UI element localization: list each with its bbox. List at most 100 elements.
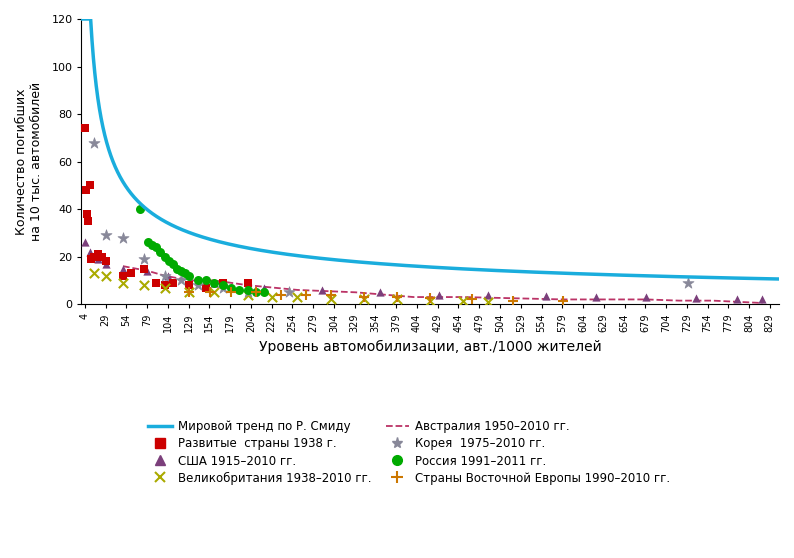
Point	[391, 295, 403, 304]
Point	[258, 288, 271, 297]
Point	[92, 250, 105, 259]
Point	[154, 247, 167, 256]
Point	[424, 294, 437, 302]
Point	[96, 252, 109, 261]
Point	[241, 288, 254, 297]
Point	[507, 296, 519, 305]
Point	[681, 278, 694, 287]
Point	[424, 296, 437, 305]
Point	[374, 288, 387, 297]
Point	[258, 283, 271, 292]
Point	[175, 267, 187, 276]
Point	[146, 240, 159, 249]
Point	[100, 271, 113, 280]
Point	[204, 288, 217, 297]
Point	[81, 209, 94, 218]
Point	[291, 292, 304, 301]
Point	[125, 269, 137, 278]
Point	[117, 271, 129, 280]
Point	[324, 290, 337, 299]
Point	[162, 257, 175, 266]
Point	[79, 186, 92, 195]
Point	[756, 295, 769, 304]
Point	[87, 252, 100, 261]
Point	[82, 217, 94, 225]
Point	[208, 278, 221, 287]
Point	[225, 283, 237, 292]
Point	[183, 271, 196, 280]
Point	[208, 278, 221, 287]
Point	[316, 286, 329, 295]
Point	[233, 286, 245, 295]
Point	[167, 278, 179, 287]
Point	[690, 294, 703, 302]
Point	[299, 290, 312, 299]
Point	[150, 278, 163, 287]
Point	[137, 264, 150, 273]
Point	[137, 281, 150, 290]
Point	[241, 290, 254, 299]
Point	[191, 281, 204, 290]
Point	[249, 288, 262, 297]
Point	[199, 283, 212, 292]
Point	[357, 295, 370, 304]
Point	[141, 267, 153, 276]
Point	[266, 292, 279, 301]
Point	[731, 295, 744, 304]
Point	[158, 281, 171, 290]
Point	[241, 278, 254, 287]
Point	[191, 276, 204, 285]
Point	[391, 292, 403, 301]
Point	[158, 252, 171, 261]
Point	[216, 281, 229, 290]
Point	[83, 247, 96, 256]
Point	[179, 269, 191, 278]
Point	[158, 271, 171, 280]
Point	[100, 231, 113, 240]
Point	[324, 295, 337, 304]
Point	[117, 233, 129, 242]
Point	[640, 292, 653, 301]
Point	[199, 276, 212, 285]
Point	[457, 296, 470, 305]
Point	[161, 271, 174, 280]
Point	[216, 278, 229, 287]
Point	[79, 238, 91, 247]
Point	[432, 290, 445, 299]
Point	[137, 254, 150, 263]
Point	[249, 288, 262, 297]
X-axis label: Уровень автомобилизации, авт./1000 жителей: Уровень автомобилизации, авт./1000 жител…	[259, 340, 602, 354]
Point	[275, 290, 287, 299]
Point	[590, 292, 603, 301]
Point	[241, 286, 254, 295]
Point	[175, 276, 187, 285]
Point	[465, 295, 478, 304]
Point	[183, 288, 196, 297]
Legend: Мировой тренд по Р. Смиду, Развитые  страны 1938 г., США 1915–2010 гг., Великобр: Мировой тренд по Р. Смиду, Развитые стра…	[144, 416, 675, 489]
Point	[167, 259, 179, 268]
Point	[141, 238, 154, 247]
Point	[183, 288, 196, 297]
Point	[117, 264, 129, 273]
Point	[87, 269, 100, 278]
Point	[158, 283, 171, 292]
Point	[133, 205, 146, 214]
Point	[87, 138, 100, 147]
Point	[216, 283, 229, 292]
Point	[150, 243, 163, 252]
Point	[100, 257, 113, 266]
Point	[171, 264, 183, 273]
Point	[482, 290, 495, 299]
Point	[283, 288, 295, 297]
Y-axis label: Количество погибших
на 10 тыс. автомобилей: Количество погибших на 10 тыс. автомобил…	[15, 82, 43, 241]
Point	[540, 291, 553, 300]
Point	[79, 124, 91, 133]
Point	[92, 254, 105, 263]
Point	[85, 254, 98, 263]
Point	[117, 278, 129, 287]
Point	[225, 288, 237, 297]
Point	[83, 181, 96, 190]
Point	[183, 281, 196, 290]
Point	[482, 297, 495, 306]
Point	[357, 292, 370, 301]
